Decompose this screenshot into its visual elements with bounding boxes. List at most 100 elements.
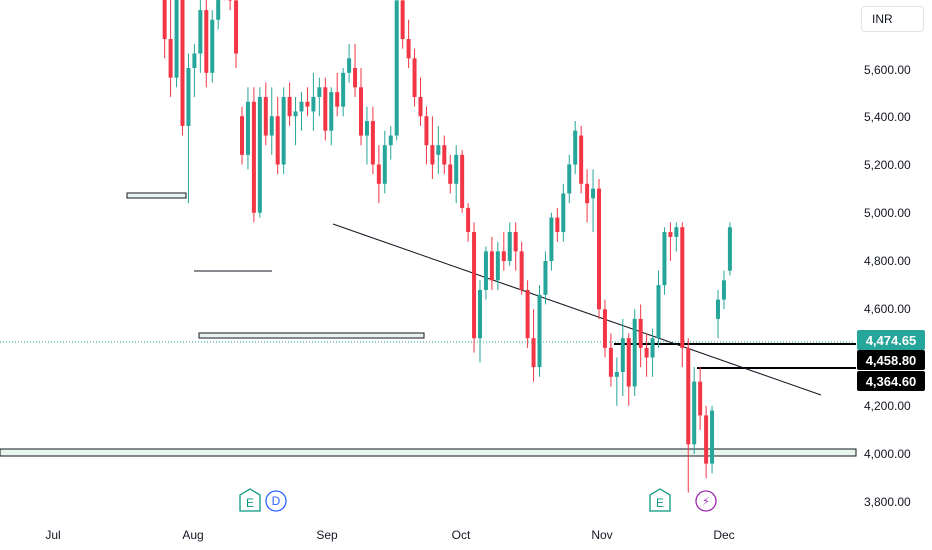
- candle: [579, 125, 584, 194]
- candle: [727, 222, 732, 276]
- candle: [567, 154, 572, 204]
- x-tick-label: Dec: [713, 528, 734, 542]
- y-tick-label: 5,600.00: [864, 63, 911, 77]
- candle: [602, 299, 607, 358]
- events-group: E D E ⚡: [239, 488, 717, 512]
- candle: [228, 0, 233, 11]
- candle: [704, 405, 709, 479]
- candle: [597, 178, 601, 319]
- candle: [180, 0, 185, 136]
- y-tick-label: 4,000.00: [864, 447, 911, 461]
- currency-selector[interactable]: INR: [861, 6, 924, 32]
- candle: [204, 0, 209, 88]
- candle: [168, 0, 173, 97]
- candle: [716, 289, 720, 339]
- support-zone-bottom[interactable]: [0, 448, 857, 457]
- candle: [406, 19, 411, 68]
- candle: [162, 0, 167, 59]
- y-tick-label: 5,000.00: [864, 206, 911, 220]
- candle: [376, 145, 381, 204]
- candle: [472, 222, 477, 353]
- candles-group: [162, 0, 732, 493]
- y-tick-label: 5,200.00: [864, 158, 911, 172]
- candle: [692, 367, 697, 454]
- candle: [614, 357, 619, 406]
- candle: [686, 338, 691, 493]
- candle: [234, 0, 239, 68]
- candle: [263, 82, 268, 146]
- candle: [412, 48, 417, 107]
- svg-text:E: E: [656, 496, 664, 510]
- y-tick-label: 4,600.00: [864, 302, 911, 316]
- candle: [335, 72, 340, 117]
- candle: [632, 309, 637, 397]
- earnings-event-icon[interactable]: E: [649, 488, 671, 512]
- resistance-zone-top[interactable]: [126, 192, 187, 199]
- candle: [359, 68, 363, 146]
- candle: [299, 92, 304, 131]
- split-event-icon[interactable]: ⚡: [695, 490, 717, 512]
- candle: [466, 203, 471, 242]
- candle: [561, 183, 566, 242]
- candle: [275, 96, 280, 175]
- x-tick-label: Oct: [452, 528, 471, 542]
- svg-text:4,364.60: 4,364.60: [866, 374, 917, 389]
- support-zone-aug[interactable]: [198, 332, 425, 339]
- candle: [495, 241, 500, 290]
- earnings-event-icon[interactable]: E: [239, 488, 261, 512]
- candle: [210, 10, 215, 83]
- trend-line[interactable]: [332, 223, 822, 396]
- svg-text:D: D: [272, 494, 281, 508]
- candle: [591, 169, 596, 233]
- candle: [388, 125, 393, 160]
- candle: [216, 0, 221, 30]
- candle: [513, 222, 518, 271]
- candle: [454, 145, 459, 204]
- candle: [460, 150, 465, 213]
- y-tick-label: 4,800.00: [864, 254, 911, 268]
- candle: [442, 135, 447, 175]
- dividend-event-icon[interactable]: D: [265, 490, 287, 512]
- candle: [430, 116, 435, 179]
- candle: [347, 43, 352, 83]
- candle: [418, 77, 423, 126]
- candle: [543, 251, 548, 305]
- candle: [608, 333, 613, 387]
- candle: [174, 0, 179, 88]
- candle: [573, 121, 578, 175]
- svg-text:4,474.65: 4,474.65: [866, 333, 917, 348]
- candle: [519, 241, 524, 295]
- candle: [483, 246, 488, 300]
- candle: [489, 236, 494, 290]
- candle: [269, 87, 274, 155]
- y-tick-label: 4,200.00: [864, 399, 911, 413]
- svg-text:⚡: ⚡: [702, 495, 710, 508]
- candle: [680, 222, 685, 368]
- candle: [501, 232, 506, 271]
- candle: [549, 212, 554, 271]
- candle: [192, 43, 197, 97]
- x-tick-label: Jul: [45, 528, 60, 542]
- candle: [370, 106, 375, 175]
- candle: [626, 333, 631, 406]
- price-label-last: 4,474.65: [857, 330, 925, 350]
- candle: [251, 87, 256, 223]
- candle: [341, 68, 346, 117]
- y-tick-label: 5,400.00: [864, 110, 911, 124]
- candle: [400, 0, 405, 49]
- candle: [650, 328, 655, 377]
- candle: [531, 309, 536, 382]
- candle: [329, 87, 334, 146]
- candle: [638, 304, 643, 368]
- candle: [721, 270, 726, 310]
- candle: [257, 87, 262, 218]
- y-tick-label: 3,800.00: [864, 495, 911, 509]
- candle: [287, 82, 292, 126]
- candle: [662, 227, 667, 295]
- candle: [311, 72, 316, 131]
- y-axis: 5,600.00 5,400.00 5,200.00 5,000.00 4,800.00…: [864, 63, 911, 509]
- x-axis: Jul Aug Sep Oct Nov Dec: [45, 528, 734, 542]
- candle: [620, 318, 625, 397]
- candle: [382, 130, 387, 194]
